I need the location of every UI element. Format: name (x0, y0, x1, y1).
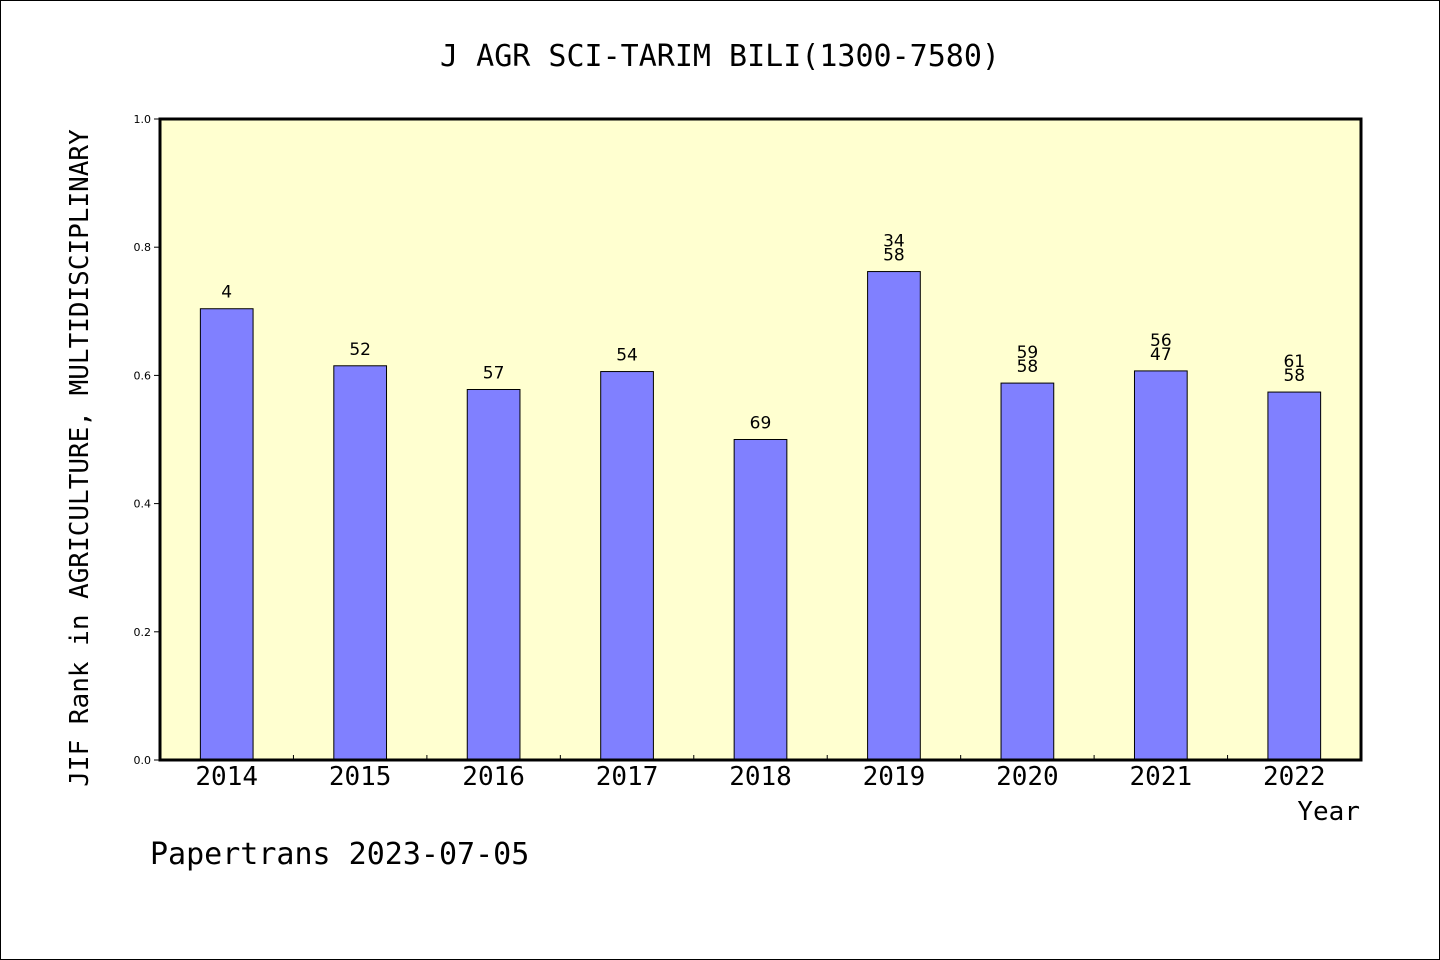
x-axis: 2014 2015 2016 2017 2018 2019 2020 2021 2022 (195, 755, 1326, 792)
y-axis: 0.0 0.2 0.4 0.6 0.8 1.0 (134, 113, 160, 767)
bar-2017 (600, 371, 654, 761)
bar-rank-label-2021-1: 56 (1150, 331, 1172, 351)
x-tick-label-2018: 2018 (729, 762, 792, 792)
x-axis-label: Year (1297, 797, 1360, 827)
bar-2022 (1267, 391, 1322, 761)
x-tick-label-2014: 2014 (195, 762, 258, 792)
bar-rank-label-2015: 52 (349, 340, 371, 360)
y-tick-label-1.0: 1.0 (134, 113, 152, 126)
y-tick-label-0.6: 0.6 (134, 369, 152, 382)
bar-rank-label-2022-1: 61 (1283, 352, 1305, 372)
x-tick-label-2021: 2021 (1130, 762, 1193, 792)
chart-title: J AGR SCI-TARIM BILI(1300-7580) (440, 39, 1000, 74)
bar-2016 (466, 389, 521, 761)
bar-2018 (733, 439, 788, 761)
bar-2021 (1133, 370, 1188, 761)
bar-rank-label-2020-1: 59 (1017, 343, 1039, 363)
x-tick-label-2020: 2020 (996, 762, 1059, 792)
footer-credit: Papertrans 2023-07-05 (150, 837, 529, 872)
bar-rank-label-2018: 69 (750, 414, 772, 434)
bar-2020 (1000, 382, 1055, 761)
bar-rank-label-2022-2: 58 (1283, 366, 1305, 386)
bar-2015 (333, 365, 388, 761)
bar-rank-label-2021-2: 47 (1150, 345, 1172, 365)
bar-rank-label-2014: 4 (221, 283, 232, 303)
y-tick-label-0.2: 0.2 (134, 626, 152, 639)
bar-rank-label-2016: 57 (483, 364, 505, 384)
x-tick-label-2016: 2016 (462, 762, 525, 792)
bar-rank-label-2019-1: 34 (883, 232, 905, 252)
bar-2019 (867, 271, 921, 761)
bar-rank-label-2017: 54 (616, 346, 638, 366)
y-axis-label: JIF Rank in AGRICULTURE, MULTIDISCIPLINA… (65, 129, 95, 787)
y-tick-label-0.0: 0.0 (134, 754, 152, 767)
x-tick-label-2019: 2019 (863, 762, 926, 792)
x-tick-label-2022: 2022 (1263, 762, 1326, 792)
bar-group (199, 271, 1322, 761)
plot-border (158, 117, 1363, 762)
bar-rank-label-2019-2: 58 (883, 246, 905, 266)
y-tick-label-0.4: 0.4 (134, 498, 152, 511)
x-tick-label-2017: 2017 (596, 762, 659, 792)
x-tick-label-2015: 2015 (329, 762, 392, 792)
y-tick-label-0.8: 0.8 (134, 241, 152, 254)
bar-2014 (199, 308, 254, 761)
bar-rank-label-2020-2: 58 (1017, 357, 1039, 377)
